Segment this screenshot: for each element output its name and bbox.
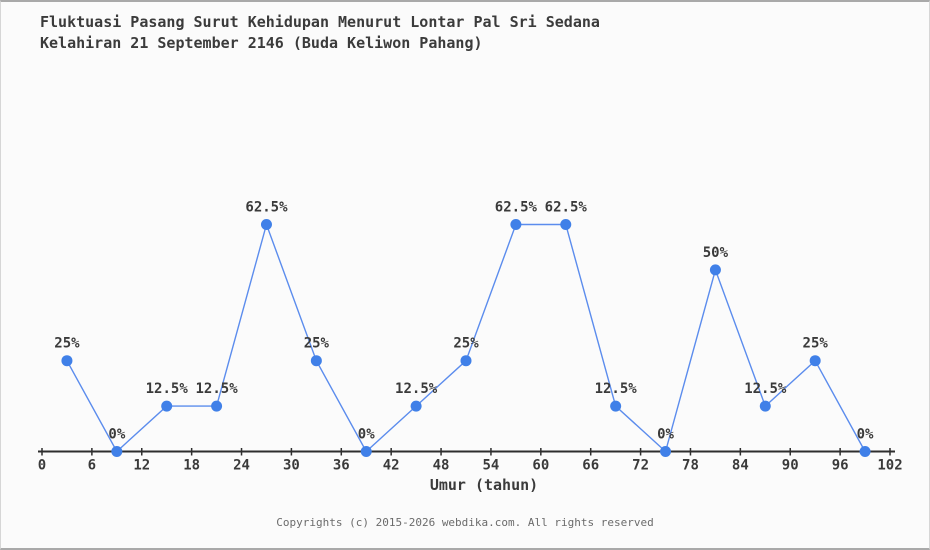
x-tick-label: 78 [682, 458, 699, 474]
x-tick-label: 90 [782, 458, 799, 474]
copyright-footer: Copyrights (c) 2015-2026 webdika.com. Al… [276, 516, 654, 529]
point-label: 12.5% [395, 381, 438, 397]
data-point-marker [360, 446, 372, 457]
data-point-marker [709, 264, 721, 276]
point-label: 25% [453, 336, 479, 352]
data-point-marker [809, 355, 821, 367]
point-label: 12.5% [146, 381, 189, 397]
data-point-marker [859, 446, 871, 457]
point-label: 62.5% [245, 200, 288, 216]
data-point-marker [161, 400, 173, 412]
data-point-marker [111, 446, 123, 457]
x-tick-label: 102 [877, 458, 902, 474]
data-point-marker [759, 400, 771, 412]
x-tick-label: 60 [532, 458, 549, 474]
x-tick-label: 24 [233, 458, 250, 474]
x-tick-label: 96 [832, 458, 849, 474]
x-tick-label: 6 [88, 458, 96, 474]
data-point-marker [260, 219, 272, 230]
x-axis-title: Umur (tahun) [429, 476, 539, 494]
x-tick-label: 18 [183, 458, 200, 474]
x-tick-label: 0 [38, 458, 46, 474]
chart-title-line1: Fluktuasi Pasang Surut Kehidupan Menurut… [40, 13, 600, 31]
x-tick-label: 12 [133, 458, 150, 474]
x-tick-label: 84 [732, 458, 749, 474]
point-label: 12.5% [595, 381, 638, 397]
point-label: 0% [857, 427, 874, 443]
point-label: 0% [657, 427, 674, 443]
point-label: 12.5% [744, 381, 787, 397]
data-point-marker [660, 446, 672, 457]
data-point-marker [510, 219, 522, 230]
x-tick-label: 54 [483, 458, 500, 474]
x-tick-label: 48 [433, 458, 450, 474]
point-label: 62.5% [495, 200, 538, 216]
point-label: 12.5% [196, 381, 239, 397]
data-point-marker [460, 355, 472, 367]
x-tick-label: 30 [283, 458, 300, 474]
point-label: 25% [803, 336, 829, 352]
data-point-marker [610, 400, 622, 412]
point-label: 0% [108, 427, 125, 443]
point-label: 0% [358, 427, 375, 443]
data-point-marker [560, 219, 572, 230]
point-label: 50% [703, 245, 729, 261]
x-tick-label: 36 [333, 458, 350, 474]
x-tick-label: 66 [582, 458, 599, 474]
x-tick-label: 72 [632, 458, 649, 474]
data-point-marker [410, 400, 422, 412]
x-tick-label: 42 [383, 458, 400, 474]
point-label: 25% [304, 336, 330, 352]
data-point-marker [61, 355, 73, 367]
chart-title-line2: Kelahiran 21 September 2146 (Buda Keliwo… [40, 34, 483, 52]
chart-title: Fluktuasi Pasang Surut Kehidupan Menurut… [40, 12, 600, 54]
data-point-marker [310, 355, 322, 367]
data-point-marker [211, 400, 223, 412]
point-label: 62.5% [545, 200, 588, 216]
point-label: 25% [54, 336, 80, 352]
